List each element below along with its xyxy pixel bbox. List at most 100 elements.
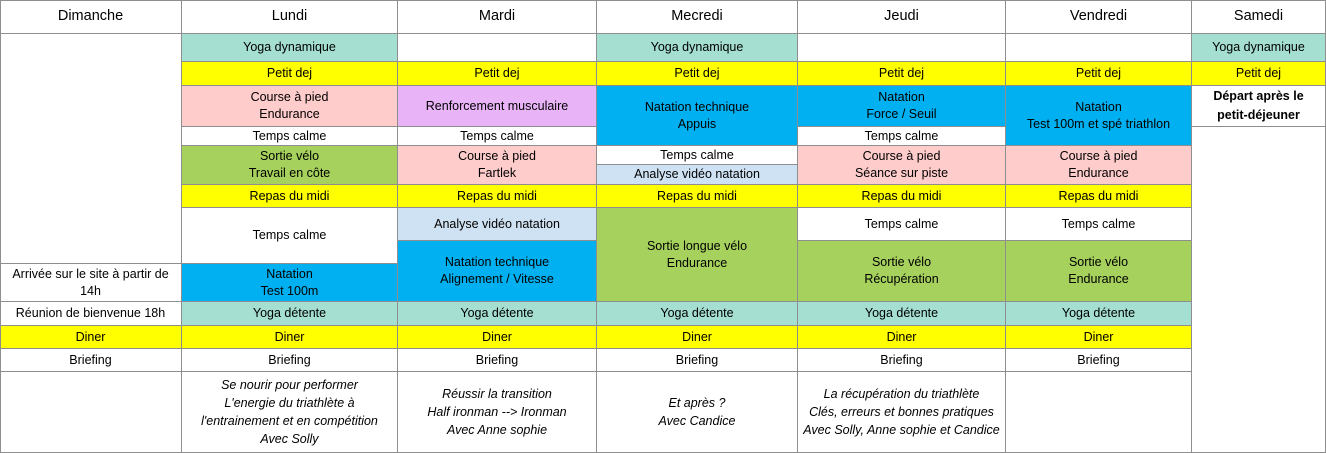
vendredi-velo[interactable]: Sortie vélo Endurance bbox=[1006, 241, 1192, 302]
cell-line: Test 100m bbox=[260, 284, 319, 298]
cell-line: Natation bbox=[878, 90, 925, 104]
jeudi-empty-matin[interactable] bbox=[798, 34, 1006, 62]
mardi-petit-dej[interactable]: Petit dej bbox=[398, 62, 597, 86]
cell-text: Diner bbox=[886, 329, 917, 344]
cell-line: Course à pied bbox=[250, 90, 329, 104]
header-dimanche[interactable]: Dimanche bbox=[0, 0, 182, 34]
mercredi-analyse-video[interactable]: Analyse vidéo natation bbox=[597, 165, 798, 185]
header-mardi[interactable]: Mardi bbox=[398, 0, 597, 34]
cell-text: Analyse vidéo natation bbox=[434, 216, 560, 231]
mardi-temps-calme[interactable]: Temps calme bbox=[398, 127, 597, 146]
dimanche-empty[interactable] bbox=[0, 34, 182, 264]
jeudi-temps-calme-2[interactable]: Temps calme bbox=[798, 208, 1006, 241]
jeudi-course[interactable]: Course à pied Séance sur piste bbox=[798, 146, 1006, 185]
lundi-conference[interactable]: Se nourir pour performer L'energie du tr… bbox=[182, 372, 398, 453]
mercredi-natation[interactable]: Natation technique Appuis bbox=[597, 86, 798, 146]
cell-text: Diner bbox=[274, 329, 305, 344]
lundi-temps-calme-2[interactable]: Temps calme bbox=[182, 208, 398, 264]
mardi-natation[interactable]: Natation technique Alignement / Vitesse bbox=[398, 241, 597, 302]
cell-line: Natation technique bbox=[444, 255, 550, 269]
mardi-diner[interactable]: Diner bbox=[398, 326, 597, 349]
mardi-analyse-video[interactable]: Analyse vidéo natation bbox=[398, 208, 597, 241]
vendredi-yoga-detente[interactable]: Yoga détente bbox=[1006, 302, 1192, 326]
vendredi-course[interactable]: Course à pied Endurance bbox=[1006, 146, 1192, 185]
conference-line: La récupération du triathlète bbox=[823, 387, 980, 401]
samedi-depart[interactable]: Départ après le petit-déjeuner bbox=[1192, 86, 1326, 127]
cell-text: Temps calme bbox=[660, 147, 734, 162]
lundi-yoga-dynamique[interactable]: Yoga dynamique bbox=[182, 34, 398, 62]
vendredi-diner[interactable]: Diner bbox=[1006, 326, 1192, 349]
cell-text: Temps calme bbox=[864, 216, 939, 231]
header-vendredi[interactable]: Vendredi bbox=[1006, 0, 1192, 34]
mardi-repas[interactable]: Repas du midi bbox=[398, 185, 597, 208]
jeudi-repas[interactable]: Repas du midi bbox=[798, 185, 1006, 208]
cell-line: Départ après le bbox=[1213, 89, 1304, 103]
mardi-empty-matin[interactable] bbox=[398, 34, 597, 62]
cell-line: Natation bbox=[266, 267, 313, 281]
jeudi-conference[interactable]: La récupération du triathlète Clés, erre… bbox=[798, 372, 1006, 453]
jeudi-diner[interactable]: Diner bbox=[798, 326, 1006, 349]
mardi-yoga-detente[interactable]: Yoga détente bbox=[398, 302, 597, 326]
vendredi-conference-empty[interactable] bbox=[1006, 372, 1192, 453]
cell-line: Alignement / Vitesse bbox=[440, 272, 554, 286]
cell-text: Briefing bbox=[1077, 352, 1120, 367]
vendredi-briefing[interactable]: Briefing bbox=[1006, 349, 1192, 372]
mercredi-repas[interactable]: Repas du midi bbox=[597, 185, 798, 208]
dimanche-conference-empty[interactable] bbox=[0, 372, 182, 453]
jeudi-petit-dej[interactable]: Petit dej bbox=[798, 62, 1006, 86]
jeudi-natation[interactable]: Natation Force / Seuil bbox=[798, 86, 1006, 127]
mardi-briefing[interactable]: Briefing bbox=[398, 349, 597, 372]
mercredi-yoga-dynamique[interactable]: Yoga dynamique bbox=[597, 34, 798, 62]
jeudi-yoga-detente[interactable]: Yoga détente bbox=[798, 302, 1006, 326]
mardi-renforcement[interactable]: Renforcement musculaire bbox=[398, 86, 597, 127]
lundi-velo[interactable]: Sortie vélo Travail en côte bbox=[182, 146, 398, 185]
vendredi-petit-dej[interactable]: Petit dej bbox=[1006, 62, 1192, 86]
lundi-briefing[interactable]: Briefing bbox=[182, 349, 398, 372]
mardi-course[interactable]: Course à pied Fartlek bbox=[398, 146, 597, 185]
cell-line: Natation bbox=[1075, 99, 1122, 114]
header-lundi[interactable]: Lundi bbox=[182, 0, 398, 34]
header-label: Lundi bbox=[271, 8, 308, 24]
samedi-yoga-dynamique[interactable]: Yoga dynamique bbox=[1192, 34, 1326, 62]
dimanche-briefing[interactable]: Briefing bbox=[0, 349, 182, 372]
lundi-diner[interactable]: Diner bbox=[182, 326, 398, 349]
header-mercredi[interactable]: Mecredi bbox=[597, 0, 798, 34]
lundi-petit-dej[interactable]: Petit dej bbox=[182, 62, 398, 86]
mercredi-diner[interactable]: Diner bbox=[597, 326, 798, 349]
vendredi-empty-matin[interactable] bbox=[1006, 34, 1192, 62]
dimanche-arrivee[interactable]: Arrivée sur le site à partir de 14h bbox=[0, 264, 182, 302]
cell-line: Endurance bbox=[1068, 166, 1129, 180]
header-jeudi[interactable]: Jeudi bbox=[798, 0, 1006, 34]
mardi-conference[interactable]: Réussir la transition Half ironman --> I… bbox=[398, 372, 597, 453]
mercredi-petit-dej[interactable]: Petit dej bbox=[597, 62, 798, 86]
lundi-course[interactable]: Course à pied Endurance bbox=[182, 86, 398, 127]
lundi-natation[interactable]: Natation Test 100m bbox=[182, 264, 398, 302]
cell-text: Repas du midi bbox=[657, 188, 737, 203]
vendredi-natation[interactable]: Natation Test 100m et spé triathlon bbox=[1006, 86, 1192, 146]
mercredi-yoga-detente[interactable]: Yoga détente bbox=[597, 302, 798, 326]
cell-text: Yoga dynamique bbox=[243, 40, 336, 54]
lundi-yoga-detente[interactable]: Yoga détente bbox=[182, 302, 398, 326]
jeudi-velo[interactable]: Sortie vélo Récupération bbox=[798, 241, 1006, 302]
samedi-empty[interactable] bbox=[1192, 127, 1326, 453]
mercredi-conference[interactable]: Et après ? Avec Candice bbox=[597, 372, 798, 453]
cell-line: Sortie vélo bbox=[871, 255, 932, 269]
dimanche-reunion[interactable]: Réunion de bienvenue 18h bbox=[0, 302, 182, 326]
dimanche-diner[interactable]: Diner bbox=[0, 326, 182, 349]
jeudi-briefing[interactable]: Briefing bbox=[798, 349, 1006, 372]
lundi-temps-calme-1[interactable]: Temps calme bbox=[182, 127, 398, 146]
mercredi-velo[interactable]: Sortie longue vélo Endurance bbox=[597, 208, 798, 302]
cell-text: Briefing bbox=[268, 352, 311, 367]
conference-line: L'energie du triathlète à bbox=[224, 396, 355, 410]
vendredi-repas[interactable]: Repas du midi bbox=[1006, 185, 1192, 208]
cell-text: Petit dej bbox=[674, 66, 720, 80]
mercredi-temps-calme[interactable]: Temps calme bbox=[597, 146, 798, 165]
samedi-petit-dej[interactable]: Petit dej bbox=[1192, 62, 1326, 86]
lundi-repas[interactable]: Repas du midi bbox=[182, 185, 398, 208]
mercredi-briefing[interactable]: Briefing bbox=[597, 349, 798, 372]
cell-line: Endurance bbox=[1068, 272, 1129, 286]
header-label: Jeudi bbox=[884, 8, 919, 24]
header-samedi[interactable]: Samedi bbox=[1192, 0, 1326, 34]
jeudi-temps-calme-1[interactable]: Temps calme bbox=[798, 127, 1006, 146]
vendredi-temps-calme[interactable]: Temps calme bbox=[1006, 208, 1192, 241]
